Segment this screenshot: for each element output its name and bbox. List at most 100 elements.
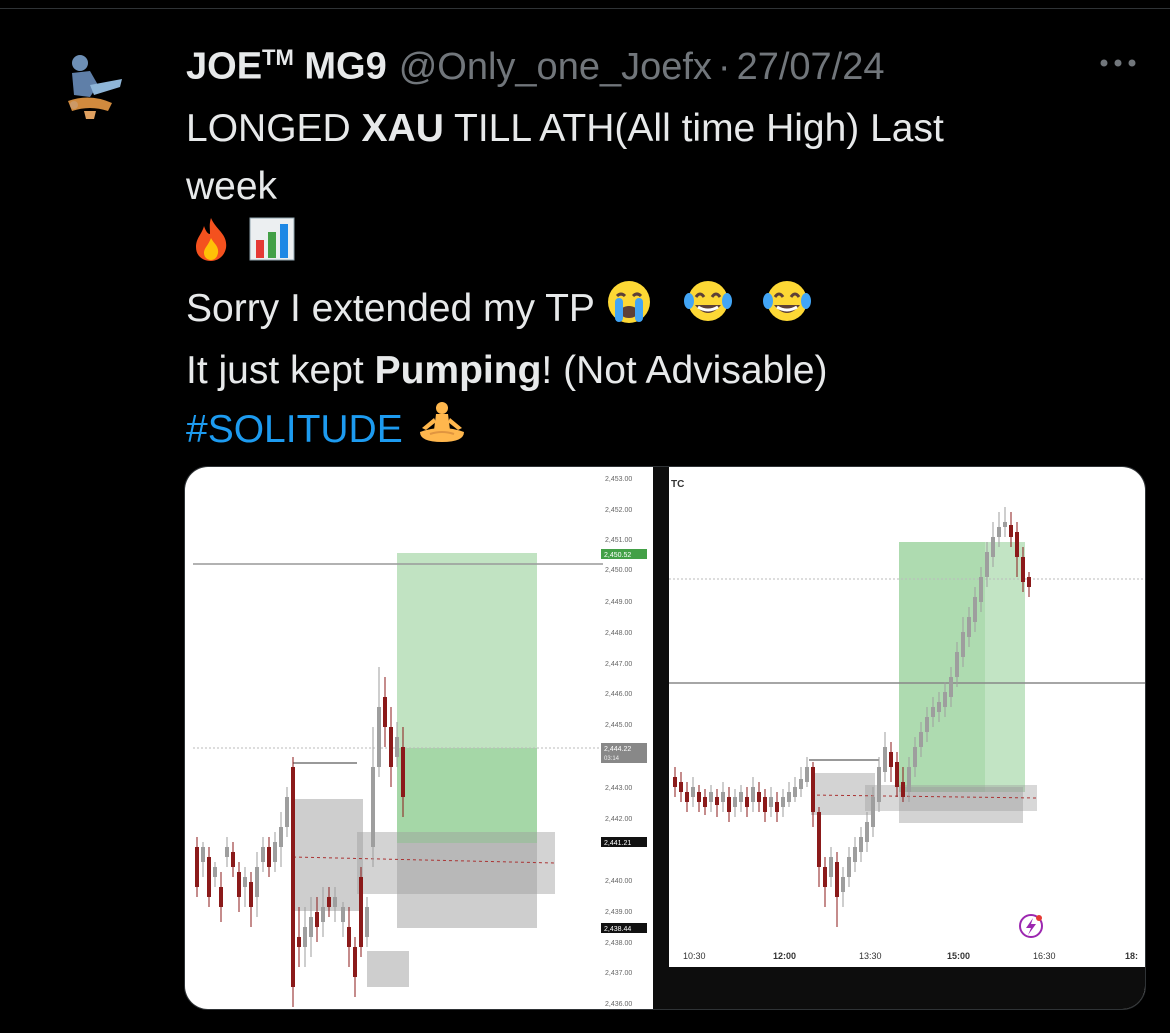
- price-tick-label: 2,439.00: [605, 909, 632, 916]
- candle: [341, 907, 345, 922]
- candle: [835, 862, 839, 897]
- candle: [1015, 532, 1019, 557]
- candle: [931, 707, 935, 717]
- price-tick-label: 2,451.00: [605, 537, 632, 544]
- candle: [751, 787, 755, 802]
- text-line-1: LONGED XAU TILL ATH(All time High) Last: [186, 107, 944, 150]
- candle: [937, 702, 941, 712]
- candle: [267, 847, 271, 867]
- candle: [859, 837, 863, 852]
- candle: [309, 917, 313, 937]
- text-line-2: week: [186, 165, 278, 208]
- chart-image-left[interactable]: 2,453.00 2,452.00 2,451.00 2,450.00 2,449.00…: [185, 467, 653, 1009]
- tweet-text: LONGED XAU TILL ATH(All time High) Last …: [186, 100, 1086, 463]
- candle: [237, 872, 241, 897]
- candle: [377, 707, 381, 767]
- candle: [961, 632, 965, 657]
- loudly-crying-face-icon: [605, 279, 653, 342]
- candle: [907, 767, 911, 792]
- candle: [261, 847, 265, 862]
- candle: [991, 537, 995, 557]
- tweet-date[interactable]: 27/07/24: [736, 45, 885, 88]
- chart-area: [669, 495, 1145, 995]
- candle: [913, 747, 917, 767]
- top-divider: [0, 8, 1170, 9]
- candle: [883, 747, 887, 772]
- candle: [1027, 577, 1031, 587]
- candle: [799, 779, 803, 789]
- more-horizontal-icon[interactable]: [1094, 48, 1142, 78]
- author-name[interactable]: JOETM MG9: [186, 45, 387, 88]
- price-tick-label: 2,440.00: [605, 878, 632, 885]
- symbol-label: TC: [671, 479, 684, 490]
- candle: [303, 927, 307, 947]
- candle: [703, 797, 707, 807]
- candle: [865, 822, 869, 842]
- candle: [811, 767, 815, 812]
- tp-price-label: 2,450.52: [604, 552, 631, 559]
- candle: [279, 827, 283, 847]
- candle: [925, 717, 929, 732]
- range-box: [811, 773, 875, 815]
- candle: [297, 937, 301, 947]
- price-tick-label: 2,445.00: [605, 722, 632, 729]
- candle: [781, 797, 785, 807]
- candle: [365, 907, 369, 937]
- candle: [997, 527, 1001, 537]
- candle: [213, 867, 217, 877]
- candle: [401, 747, 405, 797]
- candle: [291, 767, 295, 987]
- candle: [697, 792, 701, 802]
- range-box: [357, 832, 555, 894]
- candle: [709, 792, 713, 802]
- price-tick-label: 2,450.00: [605, 567, 632, 574]
- candle: [691, 787, 695, 797]
- sl-price-label: 2,438.44: [604, 926, 631, 933]
- candle: [225, 847, 229, 857]
- candle: [769, 797, 773, 807]
- candle: [871, 797, 875, 827]
- media-container[interactable]: 2,453.00 2,452.00 2,451.00 2,450.00 2,449.00…: [184, 466, 1146, 1010]
- price-tick-label: 2,448.00: [605, 630, 632, 637]
- tears-of-joy-icon: [682, 279, 734, 342]
- candle: [333, 897, 337, 907]
- candle: [775, 802, 779, 812]
- candle: [895, 762, 899, 787]
- dashed-level: [810, 794, 1038, 799]
- take-profit-zone-lighter: [985, 542, 1025, 792]
- chart-image-right[interactable]: TC 10:30 12:00 13:30 15:00 16:30 18:: [669, 467, 1145, 1009]
- text-line-4: Sorry I extended my TP: [186, 279, 1086, 342]
- price-tick-label: 2,452.00: [605, 507, 632, 514]
- candle: [249, 882, 253, 907]
- author-handle[interactable]: @Only_one_Joefx: [398, 45, 712, 88]
- candle: [327, 897, 331, 907]
- current-price-tag: [601, 743, 647, 763]
- candle: [793, 787, 797, 797]
- candle: [973, 597, 977, 622]
- lightning-badge-icon: [1019, 914, 1043, 938]
- entry-price-tag: [601, 837, 647, 847]
- range-box: [367, 951, 409, 987]
- price-tick-label: 2,443.00: [605, 785, 632, 792]
- candle: [383, 697, 387, 727]
- candle: [359, 877, 363, 947]
- price-tick-label: 2,447.00: [605, 661, 632, 668]
- candle: [353, 947, 357, 977]
- person-in-lotus-position-icon: [414, 400, 470, 463]
- hashtag-link[interactable]: #SOLITUDE: [186, 407, 403, 451]
- candle: [395, 737, 399, 757]
- candle: [679, 782, 683, 792]
- candle: [207, 857, 211, 897]
- text-line-6: #SOLITUDE: [186, 400, 1086, 463]
- candle: [847, 857, 851, 877]
- candle: [1003, 522, 1007, 527]
- price-tick-label: 2,437.00: [605, 970, 632, 977]
- tp-price-tag: [601, 549, 647, 559]
- current-time-label: 03:14: [604, 756, 620, 762]
- candle: [243, 877, 247, 887]
- avatar[interactable]: [50, 45, 130, 125]
- price-tick-label: 2,453.00: [605, 476, 632, 483]
- tears-of-joy-icon: [761, 279, 813, 342]
- candle: [389, 727, 393, 767]
- candle: [823, 867, 827, 887]
